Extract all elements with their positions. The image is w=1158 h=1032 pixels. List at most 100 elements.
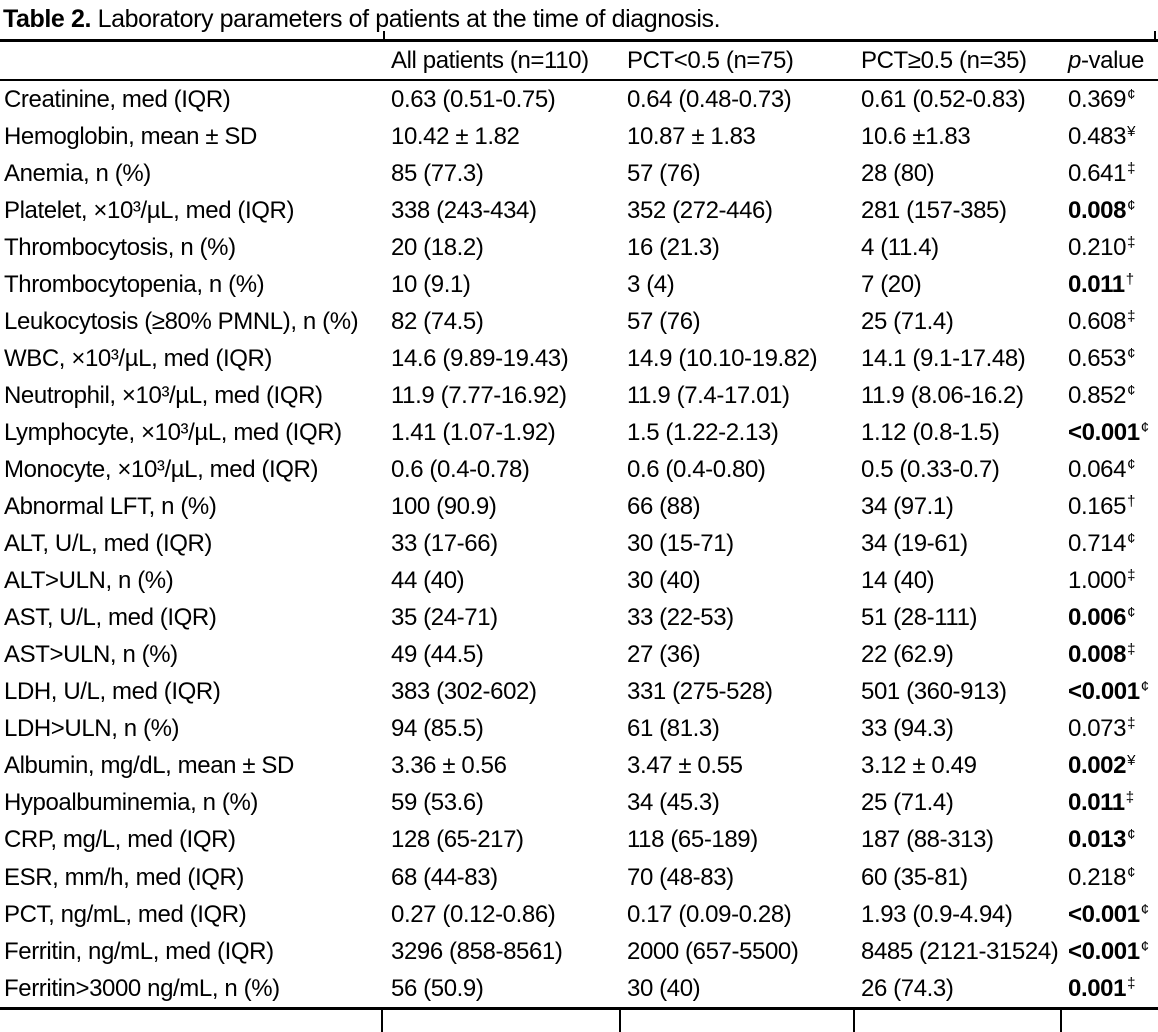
row-parameter-label: ALT>ULN, n (%)	[4, 567, 174, 595]
row-p-value: 0.210‡	[1062, 234, 1158, 262]
table-row: Hemoglobin, mean ± SD 10.42 ± 1.82 10.87…	[0, 118, 1158, 155]
table-caption: Table 2. Laboratory parameters of patien…	[0, 0, 1158, 39]
table-header-row: All patients (n=110) PCT<0.5 (n=75) PCT≥…	[0, 42, 1158, 81]
grid-remnant-cell	[0, 1010, 383, 1032]
row-pct-lt-value: 11.9 (7.4-17.01)	[627, 381, 790, 409]
table-row: CRP, mg/L, med (IQR) 128 (65-217) 118 (6…	[0, 822, 1158, 859]
row-pct-lt-value: 30 (40)	[627, 567, 701, 595]
p-value-test-symbol: ¢	[1127, 826, 1136, 844]
table-grid-remnant-row	[0, 1007, 1158, 1032]
row-parameter-label: Hypoalbuminemia, n (%)	[4, 789, 258, 817]
row-pct-ge-value: 0.61 (0.52-0.83)	[861, 85, 1026, 113]
p-value-number: 0.369	[1068, 85, 1127, 113]
p-value-number: 0.641	[1068, 159, 1127, 187]
row-pct-lt-value: 27 (36)	[627, 641, 701, 669]
row-all-patients-value: 56 (50.9)	[391, 974, 484, 1002]
row-p-value: 0.008‡	[1062, 641, 1158, 669]
row-parameter-label: Monocyte, ×10³/µL, med (IQR)	[4, 455, 319, 483]
p-value-test-symbol: ‡	[1127, 641, 1136, 659]
table-row: PCT, ng/mL, med (IQR) 0.27 (0.12-0.86) 0…	[0, 896, 1158, 933]
row-parameter-label: ESR, mm/h, med (IQR)	[4, 863, 245, 891]
row-p-value: 0.001‡	[1062, 975, 1158, 1003]
row-pct-lt-value: 57 (76)	[627, 159, 701, 187]
row-p-value: 0.852¢	[1062, 382, 1158, 410]
row-pct-ge-value: 60 (35-81)	[861, 863, 968, 891]
p-value-test-symbol: ¢	[1127, 196, 1136, 214]
p-value-number: 0.011	[1068, 789, 1125, 817]
row-pct-ge-value: 14 (40)	[861, 567, 935, 595]
p-value-test-symbol: ‡	[1127, 159, 1136, 177]
row-parameter-label: LDH>ULN, n (%)	[4, 715, 180, 743]
row-p-value: <0.001¢	[1062, 938, 1158, 966]
p-value-test-symbol: ¢	[1127, 863, 1136, 881]
p-value-test-symbol: †	[1125, 270, 1135, 288]
p-value-number: <0.001	[1068, 937, 1140, 965]
p-value-number: 0.210	[1068, 233, 1127, 261]
p-value-number: 0.008	[1068, 641, 1127, 669]
grid-tick	[383, 31, 385, 39]
row-parameter-label: Albumin, mg/dL, mean ± SD	[4, 752, 294, 780]
row-p-value: <0.001¢	[1062, 419, 1158, 447]
table-row: Lymphocyte, ×10³/µL, med (IQR) 1.41 (1.0…	[0, 414, 1158, 451]
row-pct-lt-value: 2000 (657-5500)	[627, 937, 799, 965]
row-parameter-label: Anemia, n (%)	[4, 159, 151, 187]
row-p-value: 0.064¢	[1062, 456, 1158, 484]
row-pct-lt-value: 34 (45.3)	[627, 789, 720, 817]
row-pct-ge-value: 33 (94.3)	[861, 715, 954, 743]
row-pct-ge-value: 10.6 ±1.83	[861, 122, 971, 150]
row-p-value: 0.608‡	[1062, 308, 1158, 336]
p-value-number: <0.001	[1068, 678, 1140, 706]
table-row: AST, U/L, med (IQR) 35 (24-71) 33 (22-53…	[0, 600, 1158, 637]
p-value-test-symbol: ¥	[1127, 122, 1136, 140]
row-p-value: 0.218¢	[1062, 864, 1158, 892]
row-parameter-label: Ferritin, ng/mL, med (IQR)	[4, 937, 274, 965]
p-value-test-symbol: ¥	[1127, 752, 1136, 770]
p-value-test-symbol: †	[1127, 493, 1136, 511]
row-pct-lt-value: 30 (15-71)	[627, 530, 734, 558]
grid-tick	[1154, 31, 1156, 39]
row-parameter-label: Abnormal LFT, n (%)	[4, 493, 217, 521]
row-all-patients-value: 33 (17-66)	[391, 530, 498, 558]
row-p-value: 0.653¢	[1062, 345, 1158, 373]
row-parameter-label: AST, U/L, med (IQR)	[4, 604, 217, 632]
row-pct-ge-value: 4 (11.4)	[861, 233, 939, 261]
row-pct-lt-value: 3 (4)	[627, 270, 675, 298]
table-row: LDH>ULN, n (%) 94 (85.5) 61 (81.3) 33 (9…	[0, 711, 1158, 748]
row-pct-lt-value: 10.87 ± 1.83	[627, 122, 756, 150]
row-all-patients-value: 35 (24-71)	[391, 604, 498, 632]
table-row: LDH, U/L, med (IQR) 383 (302-602) 331 (2…	[0, 674, 1158, 711]
table-row: ALT, U/L, med (IQR) 33 (17-66) 30 (15-71…	[0, 526, 1158, 563]
row-all-patients-value: 49 (44.5)	[391, 641, 484, 669]
row-pct-lt-value: 0.6 (0.4-0.80)	[627, 455, 766, 483]
row-parameter-label: Platelet, ×10³/µL, med (IQR)	[4, 196, 295, 224]
p-value-test-symbol: ‡	[1127, 233, 1136, 251]
row-all-patients-value: 1.41 (1.07-1.92)	[391, 418, 556, 446]
row-pct-ge-value: 281 (157-385)	[861, 196, 1007, 224]
row-p-value: 0.006¢	[1062, 604, 1158, 632]
p-value-number: 0.008	[1068, 196, 1127, 224]
row-pct-ge-value: 501 (360-913)	[861, 678, 1007, 706]
row-parameter-label: Thrombocytosis, n (%)	[4, 233, 236, 261]
row-all-patients-value: 20 (18.2)	[391, 233, 484, 261]
row-pct-ge-value: 1.93 (0.9-4.94)	[861, 900, 1013, 928]
row-parameter-label: Ferritin>3000 ng/mL, n (%)	[4, 974, 280, 1002]
row-pct-lt-value: 33 (22-53)	[627, 604, 734, 632]
row-all-patients-value: 128 (65-217)	[391, 826, 524, 854]
row-pct-lt-value: 57 (76)	[627, 307, 701, 335]
row-all-patients-value: 11.9 (7.77-16.92)	[391, 381, 567, 409]
row-p-value: 0.641‡	[1062, 160, 1158, 188]
p-value-test-symbol: ‡	[1125, 789, 1135, 807]
row-p-value: 0.011†	[1062, 271, 1158, 299]
row-pct-ge-value: 1.12 (0.8-1.5)	[861, 418, 1000, 446]
row-pct-ge-value: 22 (62.9)	[861, 641, 954, 669]
row-all-patients-value: 68 (44-83)	[391, 863, 498, 891]
row-parameter-label: WBC, ×10³/µL, med (IQR)	[4, 344, 273, 372]
row-all-patients-value: 82 (74.5)	[391, 307, 484, 335]
lab-parameters-table: All patients (n=110) PCT<0.5 (n=75) PCT≥…	[0, 39, 1158, 1032]
p-value-test-symbol: ¢	[1127, 604, 1136, 622]
row-all-patients-value: 94 (85.5)	[391, 715, 484, 743]
row-pct-lt-value: 0.64 (0.48-0.73)	[627, 85, 792, 113]
row-pct-lt-value: 3.47 ± 0.55	[627, 752, 743, 780]
row-all-patients-value: 85 (77.3)	[391, 159, 484, 187]
row-all-patients-value: 14.6 (9.89-19.43)	[391, 344, 569, 372]
